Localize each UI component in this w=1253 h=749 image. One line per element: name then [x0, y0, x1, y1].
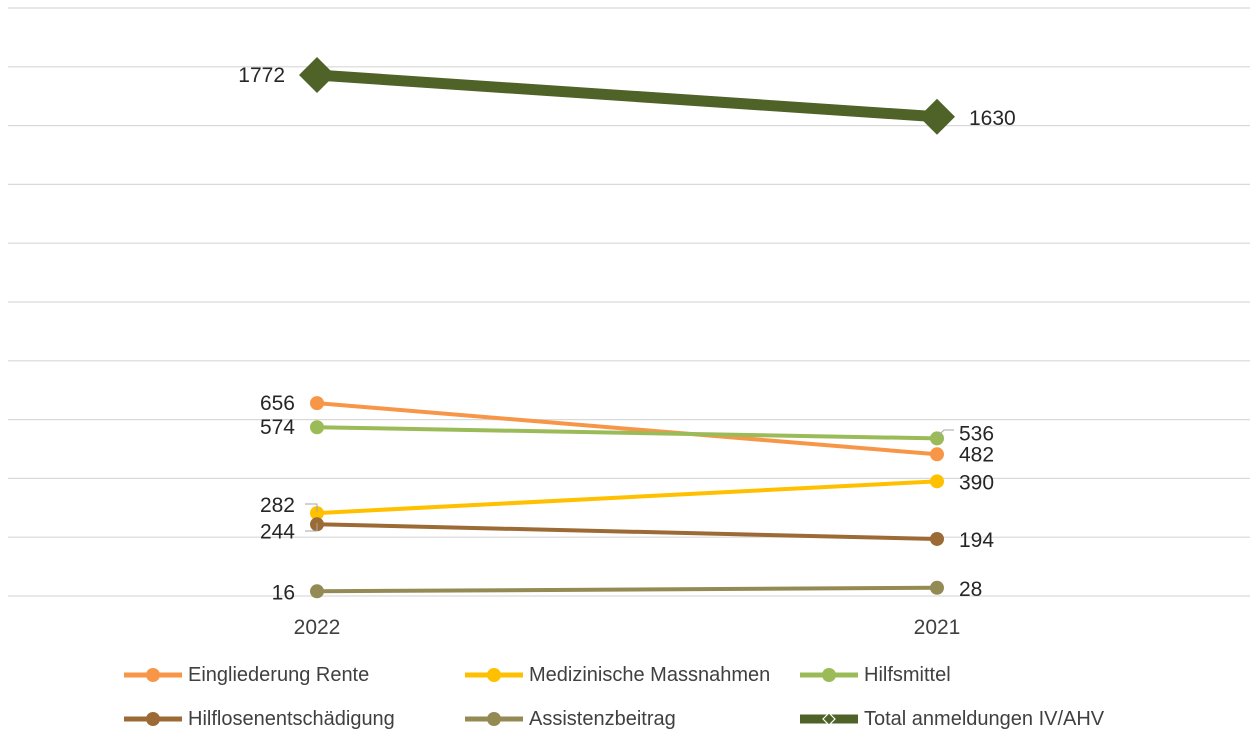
data-point [299, 57, 335, 94]
label-leader-line [936, 429, 954, 438]
x-axis-ticks: 2022 2021 [294, 616, 961, 639]
series-line [316, 401, 938, 457]
series-line [316, 585, 938, 594]
data-label: 194 [959, 529, 994, 552]
data-point [930, 431, 944, 446]
legend-item: Eingliederung Rente [124, 660, 369, 690]
data-label: 482 [959, 443, 994, 466]
x-tick-label: 2021 [914, 616, 961, 639]
data-label: 28 [959, 578, 982, 601]
data-point [930, 474, 944, 489]
x-tick-label: 2022 [294, 616, 341, 639]
legend-label: Eingliederung Rente [188, 663, 370, 686]
data-label: 1772 [238, 64, 285, 87]
data-point [919, 98, 955, 135]
legend-label: Hilfsmittel [864, 663, 951, 686]
legend-item: Hilfsmittel [800, 660, 951, 690]
legend-swatch-marker [487, 712, 501, 726]
label-leader-line [305, 503, 318, 512]
legend-swatch [465, 712, 523, 726]
data-label: 16 [272, 581, 295, 604]
legend: Eingliederung Rente Medizinische Massnahm… [0, 650, 1253, 740]
legend-label: Medizinische Massnahmen [529, 663, 771, 686]
legend-swatch [465, 668, 523, 682]
data-point [930, 447, 944, 462]
series-line [316, 69, 938, 123]
data-point [930, 580, 944, 595]
series-lines [316, 69, 938, 594]
legend-swatch-marker [822, 712, 836, 726]
legend-swatch-marker [146, 668, 160, 682]
data-point [930, 531, 944, 546]
legend-swatch-marker [146, 712, 160, 726]
data-point [310, 506, 324, 521]
legend-item: Total anmeldungen IV/AHV [800, 704, 1104, 734]
legend-item: Medizinische Massnahmen [465, 660, 770, 690]
series-line [316, 425, 938, 441]
data-label: 1630 [969, 107, 1016, 130]
label-leader-line [305, 523, 318, 532]
data-label: 536 [959, 422, 994, 445]
legend-item: Assistenzbeitrag [465, 704, 676, 734]
legend-swatch [124, 712, 182, 726]
data-label: 390 [959, 471, 994, 494]
legend-swatch-marker [487, 668, 501, 682]
legend-item: Hilflosenentschädigung [124, 704, 395, 734]
data-label: 656 [260, 392, 295, 415]
legend-label: Assistenzbeitrag [529, 707, 676, 730]
data-point [310, 420, 324, 435]
data-label: 574 [260, 416, 295, 439]
gridlines [8, 7, 1250, 597]
legend-swatch [800, 712, 858, 726]
series-points [299, 57, 955, 599]
series-line [316, 479, 938, 516]
legend-label: Total anmeldungen IV/AHV [864, 707, 1105, 730]
data-labels: 656 482 282 390 574 536 244 194 16 28 1772 1630 [238, 64, 1015, 604]
legend-swatch-marker [822, 668, 836, 682]
legend-label: Hilflosenentschädigung [188, 707, 395, 730]
data-point [310, 396, 324, 411]
legend-swatch [124, 668, 182, 682]
data-label: 282 [260, 494, 295, 517]
data-label: 244 [260, 520, 295, 543]
line-chart: 2022 2021 656 482 282 390 574 536 244 194 16 28 177… [8, 7, 1250, 639]
legend-swatch [800, 668, 858, 682]
series-line [316, 522, 938, 541]
data-point [310, 584, 324, 599]
